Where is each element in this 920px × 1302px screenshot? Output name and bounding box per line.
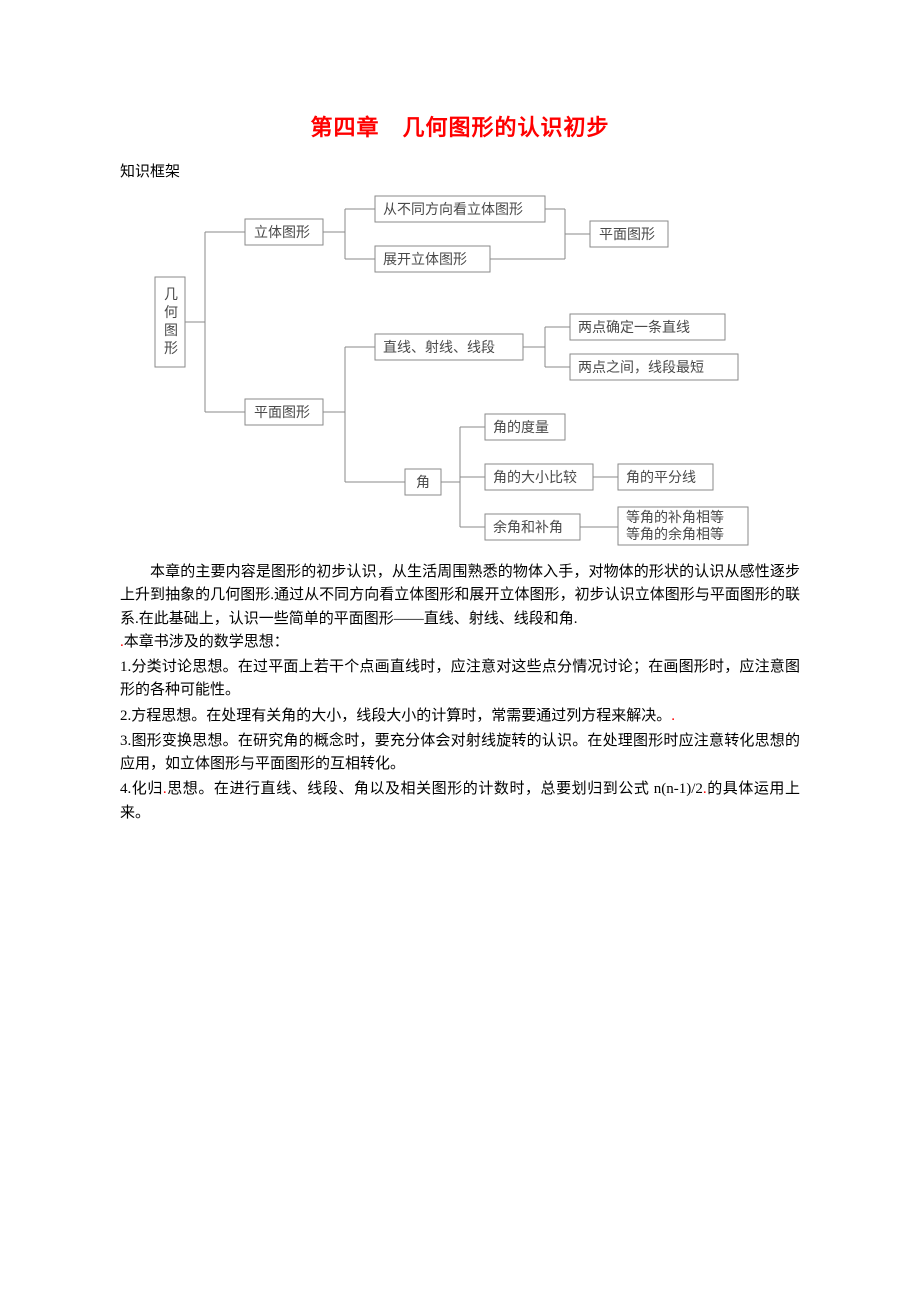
para-1a: 本章的主要内容是图形的初步认识，从生活周围熟悉的物体入手，对物体的形状的认识从感…: [120, 561, 800, 631]
body-text: 本章的主要内容是图形的初步认识，从生活周围熟悉的物体入手，对物体的形状的认识从感…: [120, 561, 800, 825]
para-2: 1.分类讨论思想。在过平面上若干个点画直线时，应注意对这些点分情况讨论；在画图形…: [120, 656, 800, 703]
para-4: 3.图形变换思想。在研究角的概念时，要充分体会对射线旋转的认识。在处理图形时应注…: [120, 730, 800, 777]
para-5b: 思想。在进行直线、线段、角以及相关图形的计数时，总要划归到公式 n(n-1)/2: [167, 781, 703, 797]
node-angle-measure: 角的度量: [493, 420, 549, 436]
node-line: 直线、射线、线段: [383, 339, 495, 356]
node-solid-unfold: 展开立体图形: [383, 252, 467, 268]
para-3: 2.方程思想。在处理有关角的大小，线段大小的计算时，常需要通过列方程来解决。: [120, 708, 671, 724]
node-angle: 角: [416, 475, 430, 491]
concept-map-diagram: 几何图形 立体图形 从不同方向看立体图形 展开立体图形 平面图形 平面图形: [150, 187, 770, 547]
section-label: 知识框架: [120, 160, 800, 181]
node-angle-supp: 余角和补角: [493, 519, 563, 536]
document-page: 第四章 几何图形的认识初步 知识框架 几何图形 立体图形 从不同方向看立体图形 …: [0, 0, 920, 887]
chapter-title: 第四章 几何图形的认识初步: [120, 110, 800, 142]
node-plane: 平面图形: [254, 405, 310, 421]
node-solid-view: 从不同方向看立体图形: [383, 202, 523, 218]
node-angle-bisector: 角的平分线: [626, 470, 696, 486]
red-dot-2: .: [671, 708, 675, 724]
node-plane-right: 平面图形: [599, 227, 655, 243]
node-solid: 立体图形: [254, 225, 310, 241]
node-angle-eq1: 等角的补角相等: [626, 509, 724, 526]
node-line-r2: 两点之间，线段最短: [578, 360, 704, 376]
node-line-r1: 两点确定一条直线: [578, 319, 690, 336]
para-5a: 4.化归: [120, 781, 163, 797]
para-1b: 本章书涉及的数学思想：: [124, 634, 289, 650]
node-angle-eq2: 等角的余角相等: [626, 526, 724, 543]
node-angle-compare: 角的大小比较: [493, 470, 577, 486]
